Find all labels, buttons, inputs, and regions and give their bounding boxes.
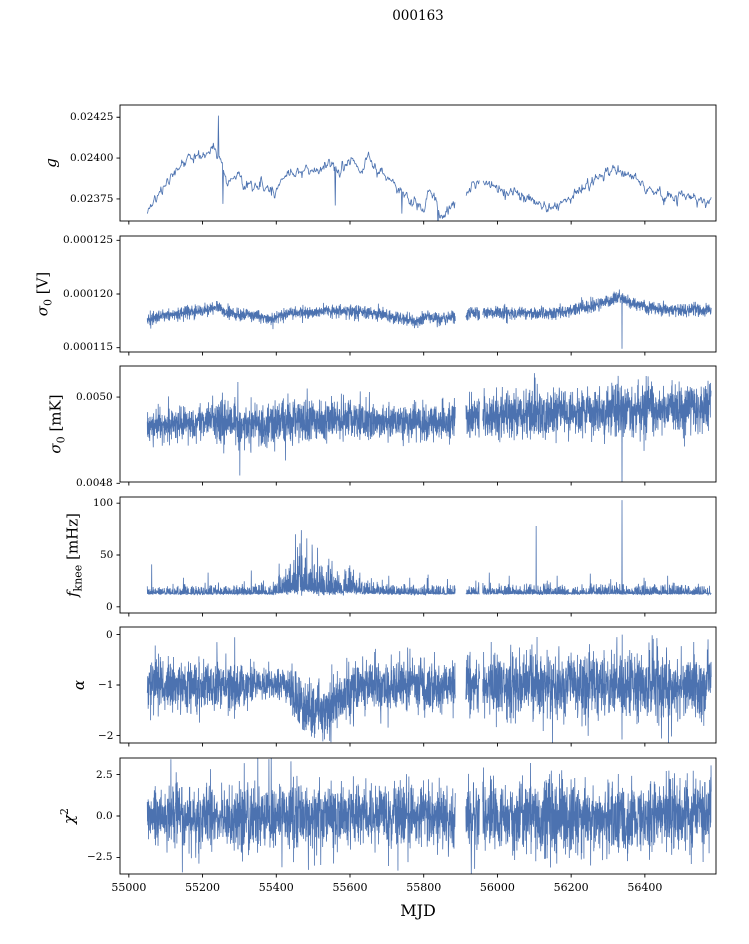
- y-axis-label-fknee: fknee [mHz]: [63, 512, 85, 597]
- x-tick-label: 55000: [111, 881, 147, 894]
- x-axis-label: MJD: [400, 901, 436, 920]
- x-tick-label: 55600: [332, 881, 368, 894]
- panel-sigma0-V-canvas: [112, 233, 720, 360]
- y-tick-label-fknee: 100: [93, 496, 114, 509]
- x-tick-label: 55800: [406, 881, 442, 894]
- x-tick-label: 56200: [553, 881, 589, 894]
- y-tick-label-sigma0-V: 0.000115: [63, 341, 114, 354]
- y-tick-label-fknee: 0: [106, 600, 113, 613]
- y-axis-label-g: g: [42, 158, 60, 168]
- y-tick-label-sigma0-V: 0.000120: [63, 287, 114, 300]
- y-tick-label-alpha: 0: [106, 628, 113, 641]
- y-tick-label-g: 0.02400: [70, 151, 114, 164]
- y-tick-label-sigma0-mK: 0.0048: [76, 477, 113, 490]
- y-tick-label-fknee: 50: [100, 548, 114, 561]
- y-axis-label-sigma0-V: σ0 [V]: [33, 271, 55, 316]
- y-axis-label-alpha: α: [70, 680, 88, 691]
- y-tick-label-chi2: −2.5: [87, 851, 113, 864]
- y-tick-label-sigma0-mK: 0.0050: [76, 390, 113, 403]
- y-tick-label-alpha: −1: [98, 679, 114, 692]
- panel-g-canvas: [112, 103, 720, 229]
- y-tick-label-alpha: −2: [98, 729, 114, 742]
- y-tick-label-sigma0-V: 0.000125: [63, 233, 114, 246]
- y-tick-label-chi2: 2.5: [96, 768, 113, 781]
- y-tick-label-g: 0.02375: [70, 192, 114, 205]
- figure-title: 000163: [392, 8, 444, 24]
- y-tick-label-chi2: 0.0: [96, 809, 113, 822]
- panel-chi2-canvas: [112, 756, 720, 882]
- y-tick-label-g: 0.02425: [70, 111, 114, 124]
- y-axis-label-sigma0-mK: σ0 [mK]: [46, 394, 68, 454]
- panel-sigma0-mK-canvas: [112, 364, 720, 491]
- panel-fknee-canvas: [112, 494, 720, 621]
- panel-alpha-canvas: [112, 625, 720, 752]
- x-tick-label: 55400: [258, 881, 294, 894]
- y-axis-label-chi2: χ2: [58, 807, 78, 825]
- x-tick-label: 56000: [479, 881, 515, 894]
- x-tick-label: 55200: [185, 881, 221, 894]
- x-tick-label: 56400: [627, 881, 663, 894]
